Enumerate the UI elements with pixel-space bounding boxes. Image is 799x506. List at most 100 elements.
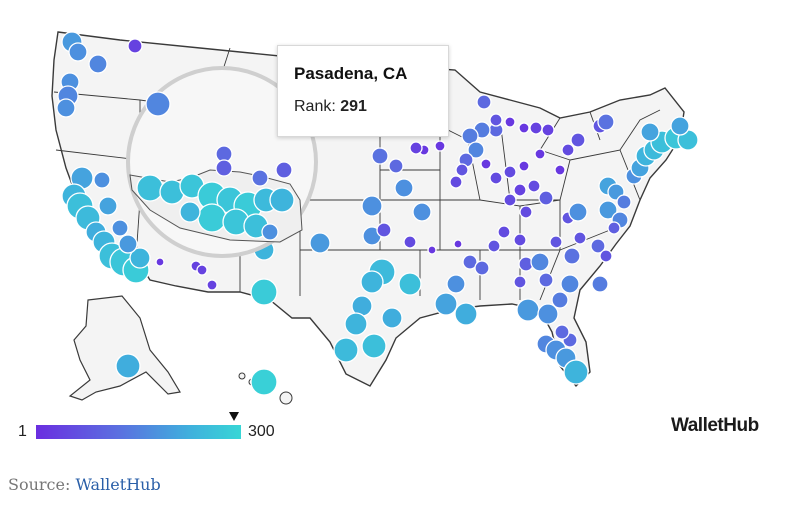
city-bubble[interactable]	[591, 275, 609, 293]
city-bubble[interactable]	[111, 219, 129, 237]
city-bubble[interactable]	[573, 231, 587, 245]
city-bubble[interactable]	[570, 132, 586, 148]
city-bubble[interactable]	[434, 292, 458, 316]
city-bubble[interactable]	[670, 116, 690, 136]
city-bubble[interactable]	[519, 205, 533, 219]
city-bubble[interactable]	[93, 171, 111, 189]
city-bubble[interactable]	[504, 116, 516, 128]
city-bubble[interactable]	[474, 260, 490, 276]
city-bubble[interactable]	[467, 141, 485, 159]
city-bubble[interactable]	[275, 161, 293, 179]
city-bubble[interactable]	[513, 233, 527, 247]
city-bubble[interactable]	[403, 235, 417, 249]
city-bubble[interactable]	[344, 312, 368, 336]
city-bubble[interactable]	[360, 270, 384, 294]
city-bubble[interactable]	[56, 98, 76, 118]
city-bubble[interactable]	[197, 203, 227, 233]
city-bubble[interactable]	[527, 179, 541, 193]
city-bubble[interactable]	[361, 333, 387, 359]
city-bubble[interactable]	[599, 249, 613, 263]
city-bubble[interactable]	[179, 201, 201, 223]
city-bubble[interactable]	[449, 175, 463, 189]
city-bubble[interactable]	[309, 232, 331, 254]
city-bubble[interactable]	[388, 158, 404, 174]
city-bubble[interactable]	[590, 238, 606, 254]
city-bubble[interactable]	[489, 113, 503, 127]
city-bubble[interactable]	[597, 113, 615, 131]
city-bubble[interactable]	[607, 221, 621, 235]
city-bubble[interactable]	[538, 272, 554, 288]
city-bubble[interactable]	[251, 169, 269, 187]
city-bubble[interactable]	[333, 337, 359, 363]
city-bubble[interactable]	[409, 141, 423, 155]
city-bubble[interactable]	[196, 264, 208, 276]
city-bubble[interactable]	[394, 178, 414, 198]
city-tooltip: Pasadena, CA Rank: 291	[277, 45, 449, 137]
city-bubble[interactable]	[453, 239, 463, 249]
city-bubble[interactable]	[480, 158, 492, 170]
city-bubble[interactable]	[250, 368, 278, 396]
city-bubble[interactable]	[454, 302, 478, 326]
city-bubble[interactable]	[376, 222, 392, 238]
city-bubble[interactable]	[215, 159, 233, 177]
city-bubble[interactable]	[537, 303, 559, 325]
city-bubble[interactable]	[455, 163, 469, 177]
city-bubble[interactable]	[155, 257, 165, 267]
city-bubble[interactable]	[598, 200, 618, 220]
city-bubble[interactable]	[371, 147, 389, 165]
city-bubble[interactable]	[551, 291, 569, 309]
city-bubble[interactable]	[462, 254, 478, 270]
city-bubble[interactable]	[554, 324, 570, 340]
city-bubble[interactable]	[561, 143, 575, 157]
city-bubble[interactable]	[563, 359, 589, 385]
city-bubble[interactable]	[361, 195, 383, 217]
city-bubble[interactable]	[518, 160, 530, 172]
map-canvas	[51, 31, 699, 405]
city-bubble[interactable]	[487, 239, 501, 253]
city-bubble[interactable]	[530, 252, 550, 272]
city-bubble[interactable]	[427, 245, 437, 255]
city-bubble[interactable]	[616, 194, 632, 210]
city-bubble[interactable]	[560, 274, 580, 294]
city-bubble[interactable]	[503, 193, 517, 207]
city-bubble[interactable]	[412, 202, 432, 222]
city-bubble[interactable]	[206, 279, 218, 291]
city-bubble[interactable]	[568, 202, 588, 222]
city-bubble[interactable]	[118, 234, 138, 254]
city-bubble[interactable]	[398, 272, 422, 296]
city-bubble[interactable]	[516, 298, 540, 322]
city-bubble[interactable]	[136, 174, 164, 202]
city-bubble[interactable]	[503, 165, 517, 179]
city-bubble[interactable]	[269, 187, 295, 213]
city-bubble[interactable]	[127, 38, 143, 54]
city-bubble[interactable]	[88, 54, 108, 74]
city-bubble[interactable]	[518, 122, 530, 134]
city-bubble[interactable]	[381, 307, 403, 329]
city-bubble[interactable]	[115, 353, 141, 379]
city-bubble[interactable]	[513, 183, 527, 197]
city-bubble[interactable]	[68, 42, 88, 62]
city-bubble[interactable]	[98, 196, 118, 216]
city-bubble[interactable]	[549, 235, 563, 249]
city-bubble[interactable]	[446, 274, 466, 294]
city-bubble[interactable]	[563, 247, 581, 265]
city-bubble[interactable]	[541, 123, 555, 137]
city-bubble[interactable]	[250, 278, 278, 306]
city-bubble[interactable]	[538, 190, 554, 206]
city-bubble[interactable]	[434, 140, 446, 152]
city-bubble[interactable]	[489, 171, 503, 185]
city-bubbles	[56, 31, 699, 396]
city-bubble[interactable]	[476, 94, 492, 110]
city-bubble[interactable]	[497, 225, 511, 239]
legend-marker-icon	[229, 412, 239, 421]
city-bubble[interactable]	[261, 223, 279, 241]
city-bubble[interactable]	[554, 164, 566, 176]
city-bubble[interactable]	[145, 91, 171, 117]
source-link[interactable]: WalletHub	[75, 475, 161, 494]
city-bubble[interactable]	[640, 122, 660, 142]
city-bubble[interactable]	[529, 121, 543, 135]
wallethub-logo: WalletHub	[671, 415, 759, 436]
city-bubble[interactable]	[129, 247, 151, 269]
city-bubble[interactable]	[513, 275, 527, 289]
city-bubble[interactable]	[534, 148, 546, 160]
